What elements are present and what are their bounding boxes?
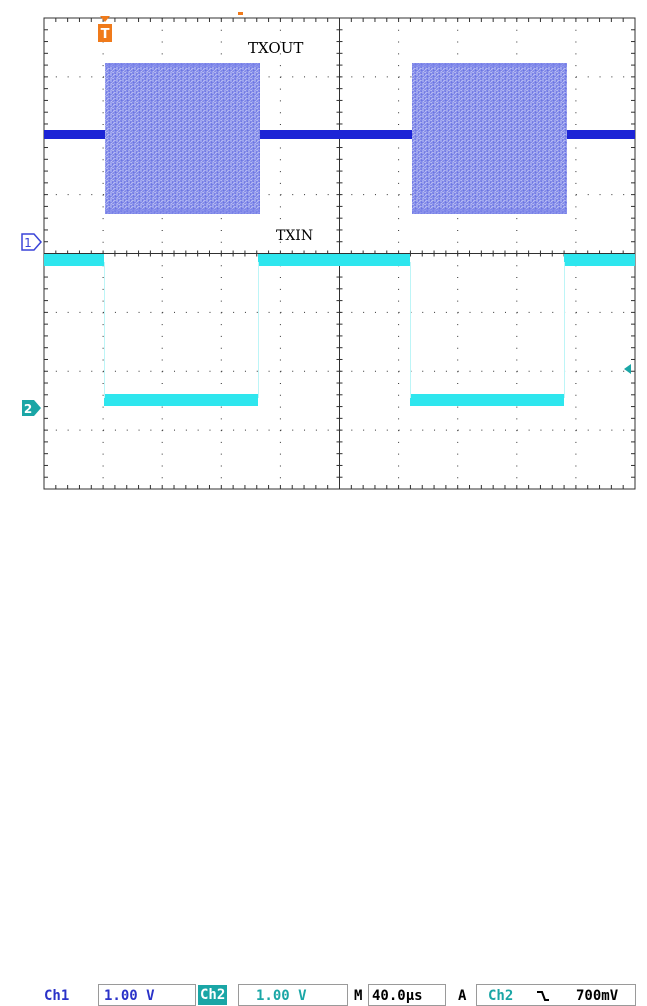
ch2-high-segment bbox=[564, 254, 635, 266]
ch2-high-segment bbox=[44, 254, 104, 266]
oscilloscope-display: TXOUT TXIN T 1 2 bbox=[21, 12, 636, 490]
ch1-burst-1-edge-top bbox=[105, 63, 260, 67]
ch2-scale: 1.00 V bbox=[256, 988, 307, 1004]
timebase-value: 40.0µs bbox=[372, 988, 423, 1004]
ch2-name: Ch2 bbox=[198, 985, 228, 1005]
ch1-idle-segment bbox=[567, 130, 635, 139]
txin-label: TXIN bbox=[276, 228, 313, 244]
channel-1-marker-label: 1 bbox=[24, 236, 32, 250]
channel-2-trace bbox=[44, 254, 635, 406]
ch1-scale: 1.00 V bbox=[104, 988, 155, 1004]
ch2-edge bbox=[564, 262, 565, 398]
channel-2-marker[interactable]: 2 bbox=[22, 400, 41, 416]
ch2-edge bbox=[104, 262, 105, 398]
falling-edge-icon bbox=[537, 991, 549, 1001]
status-bar: Ch1 1.00 V Ch2 1.00 V M 40.0µs A Ch2 700… bbox=[0, 490, 647, 1006]
timebase-prefix: M bbox=[354, 988, 363, 1004]
trigger-source: Ch2 bbox=[488, 988, 514, 1004]
ch2-low-segment bbox=[104, 394, 258, 406]
trigger-marker-label: T bbox=[101, 27, 110, 42]
ch2-edge bbox=[410, 262, 411, 398]
ch1-name: Ch1 bbox=[44, 988, 70, 1004]
ch1-burst-2-edge-top bbox=[412, 63, 567, 67]
ch1-burst-1 bbox=[105, 63, 260, 214]
trigger-level-arrow-icon[interactable] bbox=[624, 364, 631, 374]
ch1-burst-1-edge-bottom bbox=[105, 209, 260, 214]
trigger-tick bbox=[238, 12, 243, 15]
txout-label: TXOUT bbox=[248, 39, 303, 57]
ch1-burst-2 bbox=[412, 63, 567, 214]
trigger-mode: A bbox=[458, 988, 467, 1004]
ch1-burst-2-edge-bottom bbox=[412, 209, 567, 214]
trigger-level: 700mV bbox=[576, 988, 619, 1004]
ch2-edge bbox=[258, 262, 259, 398]
ch2-high-segment bbox=[258, 254, 410, 266]
ch2-low-segment bbox=[410, 394, 564, 406]
graticule-grid bbox=[43, 17, 636, 490]
ch1-idle-segment bbox=[44, 130, 105, 139]
trigger-position-marker[interactable]: T bbox=[98, 16, 112, 42]
channel-1-marker[interactable]: 1 bbox=[21, 233, 42, 251]
channel-1-trace bbox=[44, 63, 635, 214]
ch1-idle-segment bbox=[260, 130, 412, 139]
channel-2-marker-label: 2 bbox=[24, 402, 32, 416]
